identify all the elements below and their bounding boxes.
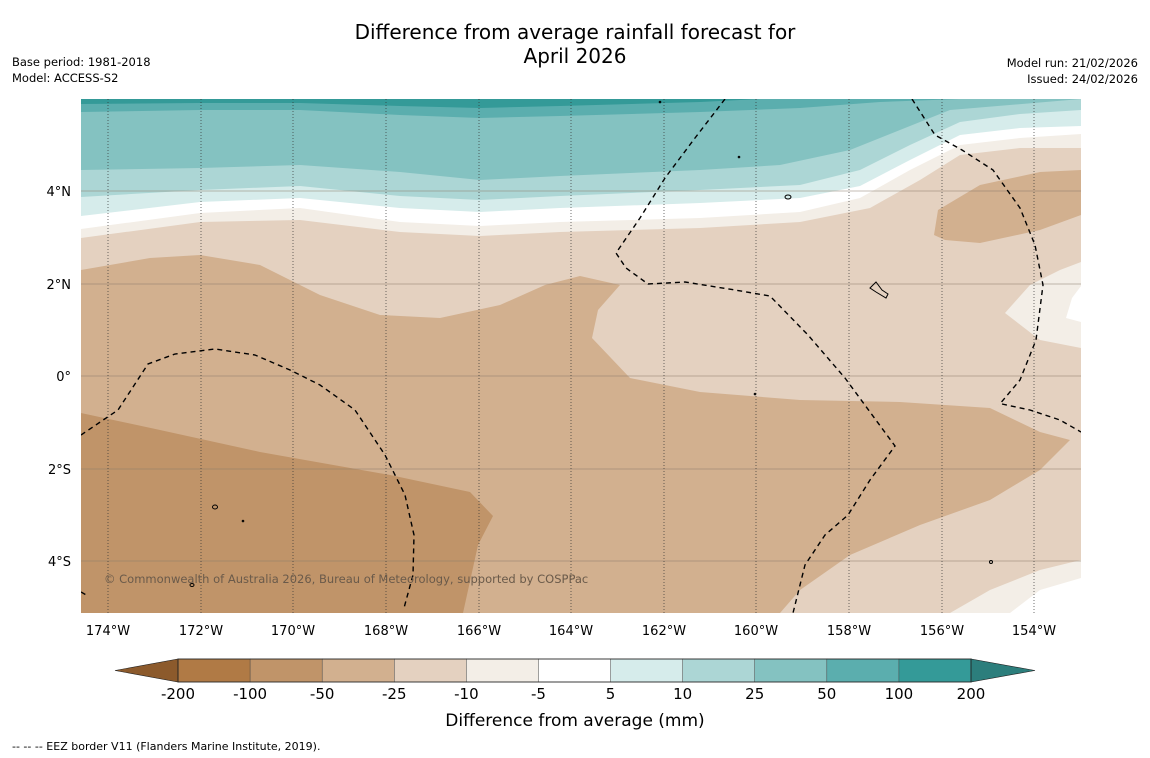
meta-left: Base period: 1981-2018 Model: ACCESS-S2 [12, 54, 151, 86]
colorbar-segment [682, 658, 756, 683]
colorbar-tick-label: 25 [745, 685, 764, 703]
colorbar-segment [898, 658, 972, 683]
colorbar-under-arrow [114, 658, 179, 683]
lon-label: 168°W [364, 624, 408, 639]
meta-right: Model run: 21/02/2026 Issued: 24/02/2026 [1007, 55, 1138, 87]
eez-footnote: -- -- -- EEZ border V11 (Flanders Marine… [12, 740, 321, 753]
colorbar-over-arrow [970, 658, 1036, 683]
lon-label: 158°W [827, 624, 871, 639]
colorbar-tick-label: -50 [310, 685, 335, 703]
lon-label: 166°W [457, 624, 501, 639]
colorbar-segment [754, 658, 828, 683]
lat-label: 0° [56, 370, 71, 385]
lat-labels: 4°N 2°N 0° 2°S 4°S [47, 185, 72, 570]
contour-wet-25 [81, 99, 1081, 180]
island-dot-4 [753, 392, 757, 396]
contour-wet-50 [81, 99, 960, 118]
lon-labels: 174°W 172°W 170°W 168°W 166°W 164°W 162°… [86, 624, 1056, 639]
island-east [989, 560, 993, 564]
eez-tokelau [81, 348, 415, 609]
island-dot-2 [737, 155, 741, 159]
lon-label: 170°W [271, 624, 315, 639]
colorbar-ticks: -200 -100 -50 -25 -10 -5 5 10 25 50 100 200 [161, 685, 985, 703]
colorbar: -200 -100 -50 -25 -10 -5 5 10 25 50 100 200 Differe… [114, 658, 1036, 731]
title-line-1: Difference from average rainfall forecas… [354, 20, 796, 44]
contour-east-patch [1005, 262, 1081, 348]
lon-label: 156°W [920, 624, 964, 639]
eez-sw [81, 591, 89, 597]
contour-wet-100 [81, 99, 760, 108]
lat-label: 2°N [47, 278, 72, 293]
colorbar-segment [177, 658, 251, 683]
colorbar-segment [538, 658, 612, 683]
colorbar-segments [177, 658, 972, 683]
colorbar-tick-label: -100 [233, 685, 267, 703]
copyright-text: © Commonwealth of Australia 2026, Bureau… [104, 572, 588, 586]
contour-east-white [1066, 286, 1081, 322]
island-north [784, 194, 792, 200]
lon-label: 154°W [1012, 624, 1056, 639]
colorbar-tick-label: 100 [885, 685, 914, 703]
contour-dry-strong [81, 413, 493, 613]
eez-kiribati-line [615, 99, 896, 613]
island-kiritimati [869, 281, 889, 299]
base-period: Base period: 1981-2018 [12, 55, 151, 69]
lon-label: 162°W [642, 624, 686, 639]
map-title: Difference from average rainfall forecas… [0, 20, 1150, 68]
model-run: Model run: 21/02/2026 [1006, 56, 1138, 70]
island-dot-1 [241, 519, 245, 523]
lat-label: 2°S [48, 463, 71, 478]
colorbar-segment [249, 658, 323, 683]
island-dot-3 [658, 100, 662, 104]
lat-gridlines [81, 190, 1081, 562]
contour-dry-light [81, 99, 1081, 613]
contour-ne-patch [934, 170, 1081, 243]
colorbar-segment [466, 658, 540, 683]
island-south-1 [212, 504, 218, 510]
colorbar-frame [177, 658, 972, 683]
colorbar-segment [610, 658, 684, 683]
lon-label: 174°W [86, 624, 130, 639]
map-panel: © Commonwealth of Australia 2026, Bureau… [81, 99, 1081, 613]
island-south-2 [189, 583, 195, 587]
colorbar-segment [321, 658, 396, 683]
colorbar-tick-label: 50 [817, 685, 836, 703]
contour-se-white [1010, 578, 1081, 613]
colorbar-segment [394, 658, 468, 683]
colorbar-tick-label: -200 [161, 685, 195, 703]
colorbar-tick-label: -5 [531, 685, 546, 703]
colorbar-tick-label: -25 [382, 685, 407, 703]
islands [189, 100, 993, 587]
lat-label: 4°S [48, 555, 71, 570]
lon-label: 172°W [179, 624, 223, 639]
model-name: Model: ACCESS-S2 [12, 71, 119, 85]
eez-east [911, 99, 1044, 406]
colorbar-tick-label: 5 [606, 685, 616, 703]
lat-label: 4°N [47, 185, 72, 200]
colorbar-tick-label: -10 [454, 685, 479, 703]
eez-east-2 [1001, 403, 1081, 433]
colorbar-tick-label: 200 [957, 685, 986, 703]
colorbar-tick-label: 10 [673, 685, 692, 703]
eez-borders [81, 99, 1081, 613]
colorbar-title: Difference from average (mm) [445, 711, 704, 731]
issued-date: Issued: 24/02/2026 [1027, 72, 1138, 86]
title-line-2: April 2026 [523, 44, 627, 68]
lon-label: 164°W [549, 624, 593, 639]
colorbar-segment [826, 658, 900, 683]
lon-label: 160°W [734, 624, 778, 639]
